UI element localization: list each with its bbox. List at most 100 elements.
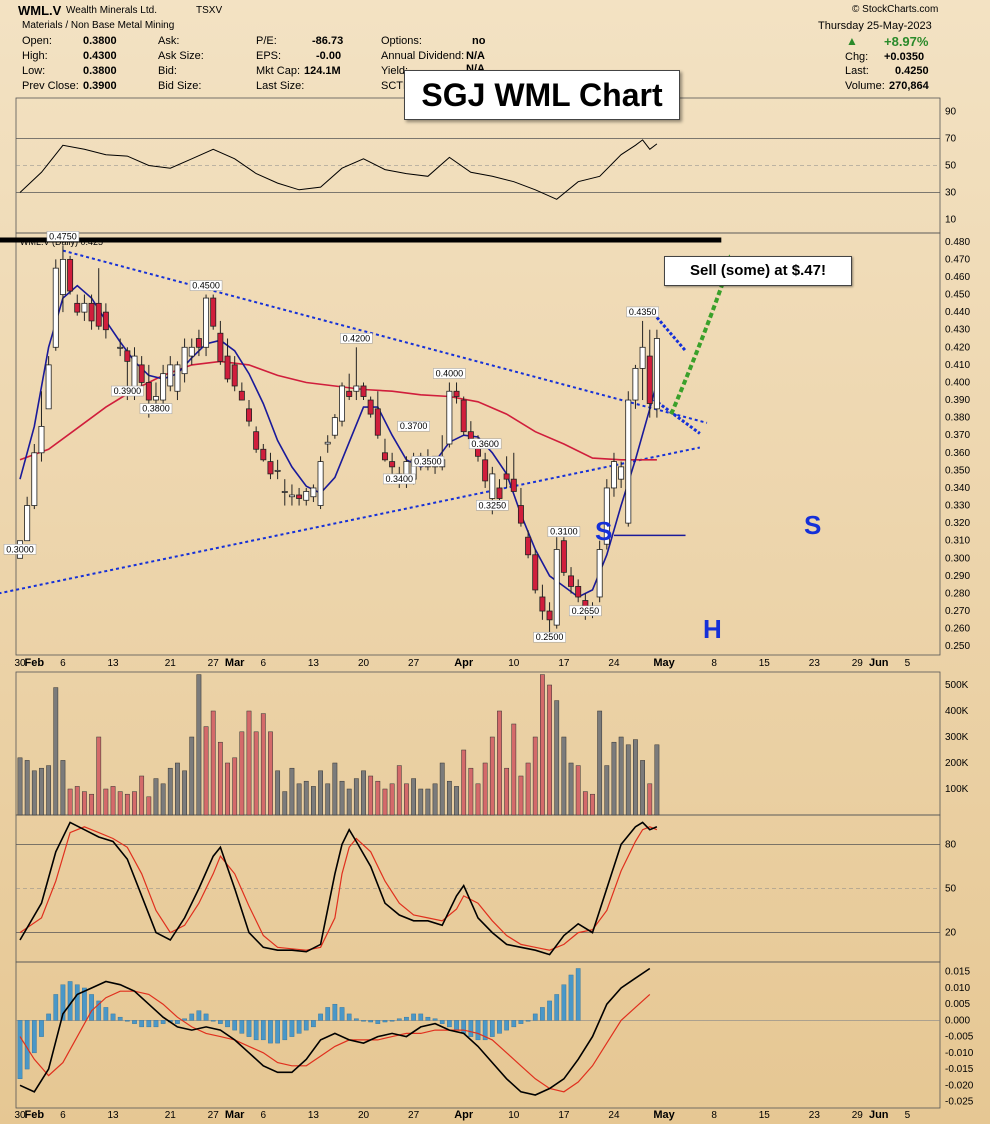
- date-tick-label: 10: [508, 1110, 520, 1121]
- date-tick-label: 10: [508, 658, 520, 669]
- volume-bar: [618, 736, 624, 816]
- volume-bar: [461, 749, 467, 816]
- macd-histogram-bar: [82, 987, 87, 1021]
- volume-bar: [368, 775, 374, 816]
- month-tick-label: Feb: [25, 657, 45, 669]
- prev-close-label: Prev Close:: [22, 80, 79, 92]
- date-tick-label: 27: [208, 658, 220, 669]
- change-percent: +8.97%: [884, 34, 929, 49]
- month-tick-label: Apr: [454, 657, 474, 669]
- macd-histogram-bar: [60, 984, 66, 1021]
- panel-frame-macd: [15, 961, 941, 1109]
- price-tick-label: 0.410: [945, 360, 970, 371]
- macd-histogram-bar: [253, 1020, 259, 1041]
- candle-body: [88, 302, 95, 322]
- macd-tick-label: 0.010: [945, 983, 970, 994]
- last-size-label: Last Size:: [256, 80, 305, 92]
- price-annotation-box: [189, 280, 223, 291]
- dividend-label: Annual Dividend:: [381, 50, 465, 62]
- macd-histogram-bar: [382, 1020, 388, 1023]
- flag-upper-line: [655, 316, 687, 352]
- rsi-line: [19, 139, 658, 200]
- macd-histogram-bar: [504, 1020, 509, 1031]
- volume-bar: [554, 700, 560, 816]
- macd-histogram-bar: [404, 1016, 409, 1021]
- volume-bar: [432, 783, 438, 816]
- candle-body: [45, 364, 52, 410]
- date-tick-label: 15: [759, 658, 771, 669]
- candle-body: [288, 494, 295, 498]
- month-tick-label: Apr: [454, 1109, 474, 1121]
- price-tick-label: 0.350: [945, 465, 970, 476]
- price-tick-label: 0.310: [945, 536, 970, 547]
- volume-bar: [396, 765, 402, 816]
- volume-bar: [547, 684, 552, 816]
- volume-bar: [89, 793, 94, 816]
- candle-body: [517, 505, 524, 524]
- price-annotation: 0.2650: [572, 606, 600, 616]
- price-annotation-box: [626, 306, 659, 318]
- macd-tick-label: -0.005: [945, 1032, 974, 1043]
- macd-histogram-bar: [96, 1000, 102, 1021]
- candle-body: [381, 452, 388, 461]
- company-name: Wealth Minerals Ltd.: [66, 5, 157, 16]
- volume-bar: [604, 765, 610, 816]
- candle-body: [639, 346, 646, 369]
- volume-bar: [418, 788, 424, 816]
- sector: Materials / Non Base Metal Mining: [22, 20, 175, 31]
- left-shoulder-label: S: [595, 516, 613, 546]
- candle-body: [267, 461, 274, 475]
- candle-body: [317, 461, 324, 506]
- candle-body: [596, 549, 603, 598]
- date-tick-label: 13: [308, 658, 320, 669]
- volume-bar: [132, 791, 137, 816]
- macd-histogram-bar: [568, 974, 574, 1021]
- price-tick-label: 0.370: [945, 430, 970, 441]
- date-tick-label: 29: [852, 1110, 864, 1121]
- stochastic-tick-label: 20: [945, 928, 957, 939]
- candle-body: [296, 494, 303, 499]
- macd-histogram-bar: [110, 1013, 116, 1021]
- month-tick-label: Mar: [225, 1109, 245, 1121]
- candle-body: [102, 311, 109, 331]
- macd-histogram-bar: [246, 1020, 252, 1037]
- macd-tick-label: -0.025: [945, 1097, 974, 1108]
- bid-size-label: Bid Size:: [158, 80, 202, 92]
- volume-bar: [625, 744, 631, 816]
- macd-histogram-bar: [325, 1007, 331, 1021]
- candle-body: [539, 596, 546, 612]
- volume-bar: [475, 783, 481, 816]
- volume-bar: [96, 736, 102, 816]
- volume-bar: [182, 770, 187, 816]
- high-value: 0.4300: [83, 50, 117, 62]
- volume-bar: [189, 736, 195, 816]
- macd-histogram-bar: [268, 1020, 273, 1044]
- macd-tick-label: 0.015: [945, 967, 970, 978]
- candle-body: [174, 364, 181, 392]
- volume-bar: [540, 674, 545, 816]
- rsi-tick-label: 30: [945, 188, 957, 199]
- price-annotation: 0.4200: [343, 333, 371, 343]
- volume-bar: [24, 760, 30, 816]
- mktcap-label: Mkt Cap:: [256, 65, 301, 77]
- volume-bar: [46, 765, 52, 816]
- macd-histogram-bar: [454, 1020, 459, 1031]
- macd-histogram-bar: [296, 1020, 302, 1034]
- candle-body: [152, 396, 159, 401]
- candle-body: [231, 364, 238, 387]
- volume-tick-label: 500K: [945, 680, 969, 691]
- volume-bar: [468, 767, 474, 816]
- date-tick-label: 20: [358, 658, 370, 669]
- candle-body: [618, 466, 625, 480]
- price-tick-label: 0.320: [945, 518, 970, 529]
- sell-target-arrow: [669, 265, 731, 415]
- candle-body: [367, 399, 374, 415]
- price-annotation-box: [3, 544, 37, 555]
- volume-bar: [640, 760, 645, 816]
- macd-histogram-bar: [260, 1020, 266, 1041]
- volume-bar: [60, 760, 66, 816]
- date-tick-label: 24: [608, 1110, 620, 1121]
- volume-tick-label: 100K: [945, 784, 969, 795]
- price-tick-label: 0.380: [945, 413, 970, 424]
